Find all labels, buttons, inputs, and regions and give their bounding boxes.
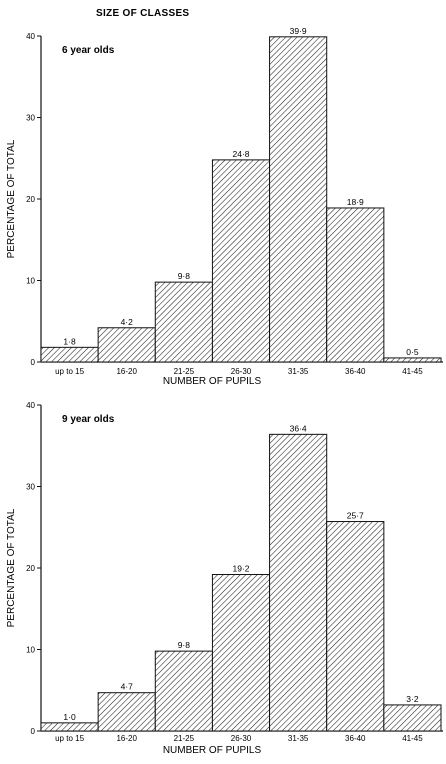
panel-label: 9 year olds xyxy=(62,414,115,425)
x-category-label: up to 15 xyxy=(55,367,84,376)
y-tick-label: 20 xyxy=(26,195,35,204)
bar xyxy=(211,574,271,732)
x-axis-label: NUMBER OF PUPILS xyxy=(163,745,262,756)
x-category-label: 41-45 xyxy=(402,734,423,743)
x-category-label: 26-30 xyxy=(231,734,252,743)
x-category-label: 16-20 xyxy=(116,734,137,743)
x-category-label: 36-40 xyxy=(345,367,366,376)
bar-value-label: 9·8 xyxy=(178,271,191,281)
bar xyxy=(97,692,156,732)
bar-value-label: 4·7 xyxy=(121,682,134,692)
chart-panel-6-year-olds: 0 10 20 30 40 1·8 up to 15 4·2 16-20 9·8 21-25 24·8… xyxy=(6,26,443,387)
bar-value-label: 1·0 xyxy=(63,712,76,722)
bar-value-label: 19·2 xyxy=(232,564,249,574)
y-tick-label: 20 xyxy=(26,564,35,573)
y-tick-label: 30 xyxy=(26,114,35,123)
chart-panel-9-year-olds: 0 10 20 30 40 1·0 up to 15 4·7 16-20 9·8 21-25 19·2… xyxy=(6,401,443,756)
bar xyxy=(383,704,442,732)
x-axis-label: NUMBER OF PUPILS xyxy=(163,376,262,387)
x-category-label: 21-25 xyxy=(174,734,195,743)
x-category-label: up to 15 xyxy=(55,734,84,743)
bar xyxy=(154,650,213,732)
bar xyxy=(326,521,385,732)
bar-value-label: 0·5 xyxy=(406,347,419,357)
y-tick-label: 10 xyxy=(26,277,35,286)
bar-value-label: 24·8 xyxy=(232,149,249,159)
y-axis-label: PERCENTAGE OF TOTAL xyxy=(6,508,17,627)
y-tick-label: 30 xyxy=(26,483,35,492)
bar xyxy=(383,357,442,363)
bar xyxy=(269,433,328,732)
y-tick-label: 40 xyxy=(26,401,35,410)
x-category-label: 36-40 xyxy=(345,734,366,743)
bar xyxy=(40,722,99,732)
bar xyxy=(326,207,385,363)
bar xyxy=(40,346,99,363)
figure-title: SIZE OF CLASSES xyxy=(96,8,189,19)
y-tick-label: 0 xyxy=(31,358,36,367)
bar xyxy=(154,281,213,363)
x-category-label: 16-20 xyxy=(116,367,137,376)
x-category-label: 26-30 xyxy=(231,367,252,376)
y-tick-label: 10 xyxy=(26,646,35,655)
bar-value-label: 36·4 xyxy=(290,423,307,433)
bar xyxy=(97,327,156,363)
bar-value-label: 1·8 xyxy=(63,336,76,346)
bar-value-label: 3·2 xyxy=(406,694,419,704)
y-axis-label: PERCENTAGE OF TOTAL xyxy=(6,139,17,258)
x-category-label: 41-45 xyxy=(402,367,423,376)
y-tick-label: 0 xyxy=(31,727,36,736)
bar xyxy=(211,159,271,363)
bar-value-label: 39·9 xyxy=(290,26,307,36)
x-category-label: 31-35 xyxy=(288,734,309,743)
x-category-label: 31-35 xyxy=(288,367,309,376)
bar-value-label: 25·7 xyxy=(347,511,364,521)
bar xyxy=(269,36,328,363)
bar-value-label: 18·9 xyxy=(347,197,364,207)
bar-value-label: 4·2 xyxy=(121,317,134,327)
y-tick-label: 40 xyxy=(26,32,35,41)
bar-value-label: 9·8 xyxy=(178,640,191,650)
x-category-label: 21-25 xyxy=(174,367,195,376)
panel-label: 6 year olds xyxy=(62,45,115,56)
